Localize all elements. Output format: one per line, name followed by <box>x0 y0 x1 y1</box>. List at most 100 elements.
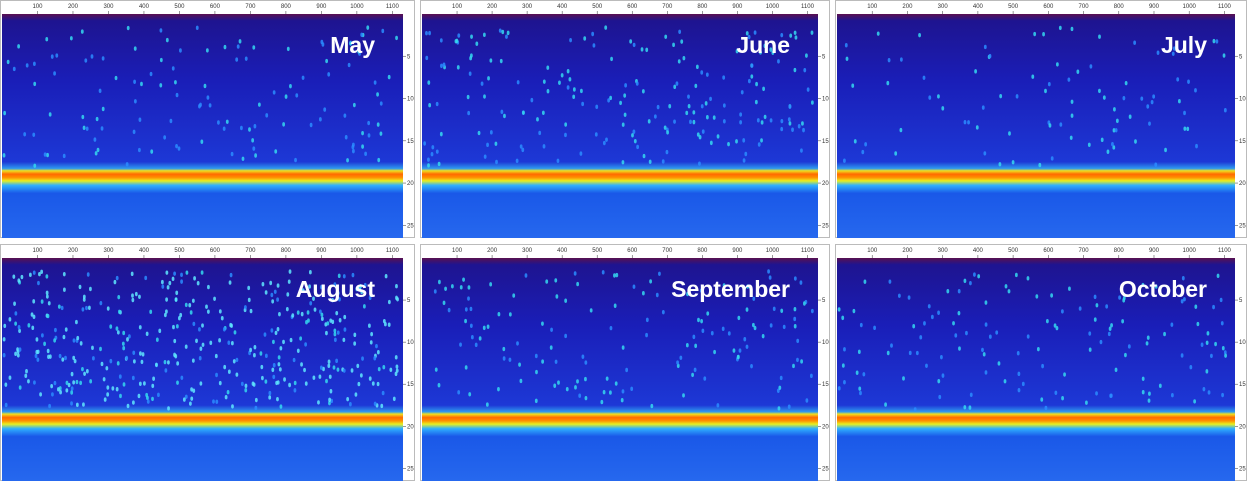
echo-target <box>271 299 274 303</box>
echo-target <box>887 351 890 355</box>
echo-target <box>764 115 767 119</box>
echo-target <box>140 82 143 86</box>
echo-target <box>810 374 813 378</box>
echo-target <box>70 401 73 405</box>
echo-target <box>395 36 398 40</box>
echo-target <box>275 331 278 335</box>
echo-target <box>958 289 961 293</box>
echo-target <box>770 118 773 122</box>
echo-target <box>228 370 231 374</box>
echo-target <box>1159 384 1162 388</box>
echo-target <box>265 290 268 294</box>
echo-target <box>742 138 745 142</box>
echo-target <box>27 323 30 327</box>
echo-target <box>502 347 505 351</box>
echo-target <box>230 273 233 277</box>
echo-target <box>471 335 474 339</box>
echo-target <box>1116 119 1119 123</box>
echo-target <box>180 279 183 283</box>
echo-target <box>145 393 148 397</box>
echo-target <box>423 141 426 145</box>
echo-target <box>61 306 64 310</box>
echo-target <box>272 340 275 344</box>
echo-target <box>196 26 199 30</box>
echo-target <box>564 298 567 302</box>
echo-target <box>977 274 980 278</box>
echo-target <box>1103 95 1106 99</box>
echo-target <box>1096 303 1099 307</box>
echo-target <box>619 101 622 105</box>
echo-target <box>99 89 102 93</box>
echo-target <box>923 76 926 80</box>
echo-target <box>1090 64 1093 68</box>
echo-target <box>1183 126 1186 130</box>
echo-target <box>142 352 145 356</box>
echo-target <box>615 381 618 385</box>
echo-target <box>739 112 742 116</box>
echo-target <box>1196 322 1199 326</box>
x-tick-label: 900 <box>316 4 327 10</box>
echo-target <box>1157 51 1160 55</box>
echo-target <box>440 132 443 136</box>
echo-target <box>293 358 296 362</box>
echo-target <box>676 360 679 364</box>
echo-target <box>247 286 250 290</box>
echo-target <box>279 367 282 371</box>
echo-target <box>76 380 79 384</box>
echo-target <box>380 101 383 105</box>
echo-target <box>155 363 158 367</box>
echo-target <box>337 367 340 371</box>
echo-target <box>610 326 613 330</box>
echo-target <box>132 351 135 355</box>
echo-target <box>215 373 218 377</box>
echo-target <box>535 399 538 403</box>
echo-target <box>861 150 864 154</box>
echo-target <box>755 82 758 86</box>
echo-target <box>1217 274 1220 278</box>
echo-target <box>217 120 220 124</box>
echo-target <box>167 285 170 289</box>
echo-target <box>958 346 961 350</box>
echo-target <box>499 28 502 32</box>
echo-target <box>743 158 746 162</box>
echo-target <box>369 376 372 380</box>
echo-target <box>192 299 195 303</box>
echo-target <box>668 104 671 108</box>
echo-target <box>58 304 61 308</box>
echo-target <box>239 39 242 43</box>
echo-target <box>1212 305 1215 309</box>
echo-target <box>692 335 695 339</box>
echo-target <box>794 276 797 280</box>
echo-target <box>270 328 273 332</box>
echo-target <box>279 346 282 350</box>
echo-target <box>479 336 482 340</box>
echo-target <box>467 95 470 99</box>
echo-target <box>625 368 628 372</box>
echo-target <box>811 30 814 34</box>
echo-target <box>1213 39 1216 43</box>
echo-target <box>24 374 27 378</box>
echo-target <box>207 285 210 289</box>
echo-target <box>908 295 911 299</box>
echo-target <box>1164 148 1167 152</box>
echo-target <box>335 359 338 363</box>
echo-target <box>254 406 257 410</box>
echo-target <box>81 115 84 119</box>
echo-target <box>367 121 370 125</box>
echo-target <box>805 398 808 402</box>
echo-target <box>581 355 584 359</box>
x-tick-label: 800 <box>1114 4 1125 10</box>
echo-target <box>251 138 254 142</box>
echo-target <box>838 386 841 390</box>
echo-target <box>118 310 121 314</box>
echo-target <box>72 380 75 384</box>
echo-target <box>561 73 564 77</box>
x-tick-label: 500 <box>174 4 185 10</box>
echo-target <box>297 349 300 353</box>
echo-target <box>32 133 35 137</box>
echo-target <box>1110 323 1113 327</box>
echo-target <box>1125 81 1128 85</box>
echo-target <box>937 311 940 315</box>
echo-target <box>800 280 803 284</box>
echo-target <box>811 309 814 313</box>
